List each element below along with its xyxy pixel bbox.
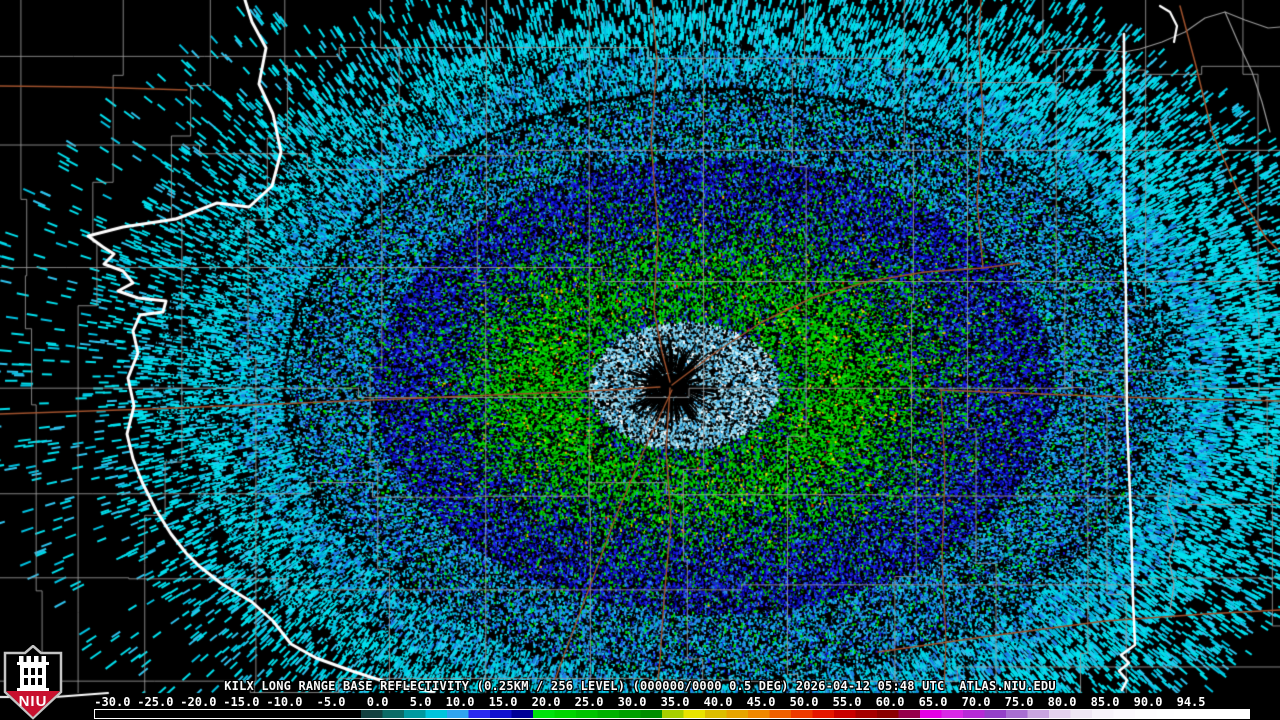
colorbar-tick-label: 85.0 <box>1090 695 1120 709</box>
colorbar-tick-label: -10.0 <box>266 695 303 709</box>
colorbar-tick-label: 25.0 <box>574 695 604 709</box>
colorbar-tick-label: -30.0 <box>94 695 131 709</box>
niu-shield-red-band <box>6 691 60 717</box>
colorbar-tick-label: 10.0 <box>445 695 475 709</box>
colorbar-tick-label: -15.0 <box>223 695 260 709</box>
niu-logo: NIU <box>3 645 63 720</box>
colorbar-tick-label: -20.0 <box>180 695 217 709</box>
colorbar-tick-label: 50.0 <box>789 695 819 709</box>
colorbar-tick-label: 20.0 <box>531 695 561 709</box>
product-caption: KILX LONG RANGE BASE REFLECTIVITY (0.25K… <box>224 679 1056 693</box>
castle-icon <box>17 656 49 691</box>
colorbar-tick-label: 35.0 <box>660 695 690 709</box>
colorbar-tick-label: 55.0 <box>832 695 862 709</box>
niu-logo-text: NIU <box>19 693 48 710</box>
colorbar-tick-label: 80.0 <box>1047 695 1077 709</box>
colorbar-tick-label: -5.0 <box>316 695 346 709</box>
colorbar-tick-label: 65.0 <box>918 695 948 709</box>
colorbar-tick-label: 45.0 <box>746 695 776 709</box>
colorbar-tick-label: 90.0 <box>1133 695 1163 709</box>
colorbar-tick-label: -25.0 <box>137 695 174 709</box>
colorbar-tick-label: 40.0 <box>703 695 733 709</box>
colorbar-tick-label: 75.0 <box>1004 695 1034 709</box>
colorbar-tick-label: 60.0 <box>875 695 905 709</box>
colorbar-scale-labels: -30.0 -25.0 -20.0 -15.0 -10.0 -5.0 0.0 5.0 10.0 1… <box>0 695 1280 709</box>
reflectivity-colorbar <box>94 709 1250 719</box>
colorbar-tick-label: 15.0 <box>488 695 518 709</box>
colorbar-tick-label: 0.0 <box>366 695 389 709</box>
colorbar-tick-label: 70.0 <box>961 695 991 709</box>
colorbar-tick-label: 94.5 <box>1176 695 1206 709</box>
colorbar-tick-label: 30.0 <box>617 695 647 709</box>
colorbar-tick-label: 5.0 <box>409 695 432 709</box>
